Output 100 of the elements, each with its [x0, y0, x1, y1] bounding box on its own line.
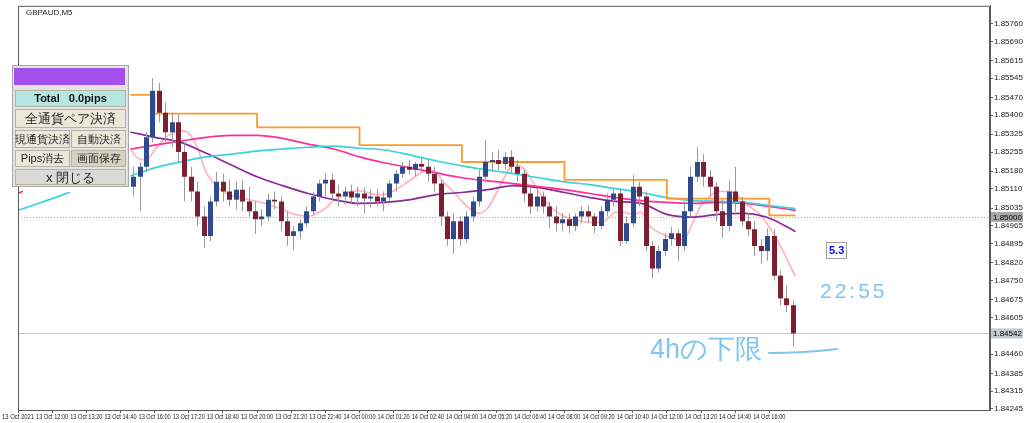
candlestick	[650, 240, 655, 279]
candlestick	[432, 166, 437, 192]
candlestick	[221, 173, 226, 202]
candlestick	[490, 151, 495, 173]
annotation: 4hの下限	[650, 334, 763, 364]
candlestick	[599, 206, 604, 230]
candlestick	[247, 186, 252, 217]
y-tick-label: 1.85760	[994, 18, 1024, 28]
candlestick	[784, 284, 789, 313]
candlestick	[637, 181, 642, 207]
candlestick	[759, 238, 764, 265]
y-tick-label: 1.85690	[994, 36, 1024, 46]
y-tick-label: 1.85325	[994, 129, 1024, 139]
candlestick	[266, 193, 271, 222]
candlestick	[323, 172, 328, 198]
candlestick	[746, 212, 751, 237]
candlestick	[445, 210, 450, 247]
candlestick	[592, 212, 597, 234]
button: 自動決済	[71, 130, 126, 148]
candlestick	[279, 196, 284, 232]
candlestick	[496, 149, 501, 171]
y-tick-label: 1.84385	[994, 368, 1024, 378]
candlestick	[362, 187, 367, 214]
y-tick-label: 1.84820	[994, 257, 1024, 267]
y-tick-label: 1.85545	[994, 73, 1024, 83]
candlestick	[458, 215, 463, 247]
y-tick-label: 1.85110	[994, 184, 1023, 194]
candlestick	[471, 196, 476, 222]
candlestick	[567, 212, 572, 234]
candlestick	[509, 149, 514, 175]
candlestick	[669, 226, 674, 247]
candlestick	[765, 227, 770, 262]
candlestick	[170, 112, 175, 148]
y-tick-label: 1.85255	[994, 147, 1024, 157]
y-tick-label: 1.84245	[994, 404, 1024, 414]
candlestick	[605, 193, 610, 217]
candlestick	[752, 220, 757, 257]
candlestick	[733, 166, 738, 212]
candlestick	[253, 200, 258, 235]
candlestick	[426, 159, 431, 183]
y-tick-label: 1.84895	[994, 238, 1024, 248]
y-tick-label: 1.84965	[994, 221, 1024, 231]
candlestick	[317, 179, 322, 202]
candlestick	[522, 169, 527, 202]
candlestick	[214, 171, 219, 207]
candlestick	[464, 210, 469, 244]
y-tick-label: 1.84750	[994, 275, 1024, 285]
candlestick	[298, 218, 303, 240]
candlestick	[656, 245, 661, 274]
candlestick	[451, 212, 456, 255]
button: Pips消去	[15, 150, 70, 167]
y-tick-label: 1.84675	[994, 294, 1024, 304]
candlestick	[778, 270, 783, 306]
y-tick-label: 1.84605	[994, 312, 1024, 322]
candlestick	[304, 206, 309, 228]
candlestick	[349, 184, 354, 204]
candlestick	[695, 146, 700, 183]
candlestick	[163, 102, 168, 143]
candlestick	[189, 166, 194, 202]
candlestick	[387, 179, 392, 202]
candlestick	[515, 159, 520, 183]
candlestick	[157, 82, 162, 123]
candlestick	[547, 200, 552, 229]
candlestick	[624, 215, 629, 245]
candlestick	[483, 139, 488, 183]
y-tick-label: 1.85615	[994, 55, 1024, 65]
candlestick	[234, 181, 239, 210]
candlestick	[336, 184, 341, 207]
y-tick-label: 1.85180	[994, 166, 1024, 176]
candlestick	[311, 190, 316, 216]
candlestick	[720, 199, 725, 239]
candlestick	[131, 166, 136, 198]
candlestick	[554, 206, 559, 232]
candlestick	[740, 196, 745, 227]
candlestick	[541, 190, 546, 214]
candlestick	[663, 232, 668, 257]
y-tick-label: 1.85400	[994, 110, 1024, 120]
candlestick	[701, 153, 706, 188]
candlestick	[227, 179, 232, 207]
candlestick	[291, 225, 296, 251]
candlestick	[535, 189, 540, 212]
line-series	[130, 131, 796, 233]
annotation: 5.3	[826, 242, 848, 259]
candlestick	[528, 186, 533, 215]
y-tick-label: 1.85035	[994, 203, 1024, 213]
annotation: 22:55	[820, 279, 888, 302]
candlestick	[240, 179, 245, 212]
button: 画面保存	[71, 150, 126, 167]
chart-title: GBPAUD,M5	[26, 8, 74, 17]
candlestick	[355, 186, 360, 207]
button: 現通貨決済	[15, 130, 70, 148]
y-tick-label: 1.85470	[994, 92, 1024, 102]
ref-line-label: 1.85000	[993, 212, 1023, 222]
candlestick	[138, 161, 143, 212]
y-tick-label: 1.84315	[994, 386, 1024, 396]
button: 全通貨ペア決済	[15, 109, 126, 128]
candlestick	[394, 169, 399, 192]
button: Total 0.0pips	[15, 90, 126, 107]
candlestick	[285, 210, 290, 247]
ref-line-label: 1.84542	[993, 329, 1023, 339]
